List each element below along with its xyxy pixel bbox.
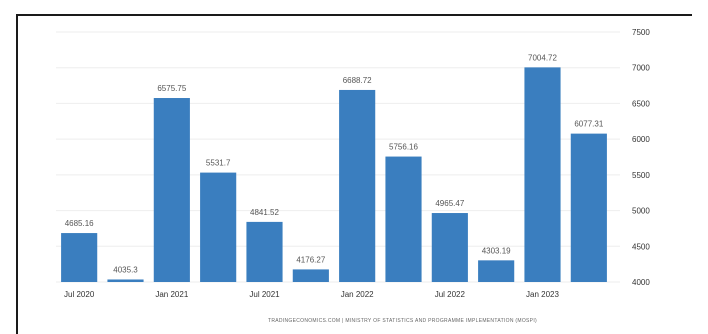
bars (61, 67, 607, 283)
y-tick-label: 5500 (632, 171, 650, 180)
y-tick-label: 4000 (632, 278, 650, 287)
bar (431, 213, 468, 282)
bar-value-label: 6688.72 (343, 76, 372, 85)
x-axis-ticks: Jul 2020 Jan 2021 Jul 2021 Jan 2022 Jul 2022… (64, 290, 559, 299)
x-tick-label: Jan 2022 (341, 290, 374, 299)
y-tick-label: 6500 (632, 99, 650, 108)
source-note: TRADINGECONOMICS.COM | MINISTRY OF STATI… (268, 318, 537, 324)
bar-value-label: 4176.27 (296, 255, 325, 264)
value-labels: 4685.16 4035.3 6575.75 5531.7 4841.52 4176.27… (65, 53, 604, 274)
y-tick-label: 4500 (632, 242, 650, 251)
y-tick-label: 7000 (632, 64, 650, 73)
bar (524, 67, 561, 283)
bar (153, 98, 190, 283)
x-tick-label: Jul 2022 (435, 290, 466, 299)
bar-value-label: 4303.19 (482, 246, 511, 255)
bar (107, 279, 144, 282)
bar-value-label: 4965.47 (435, 199, 464, 208)
y-axis-ticks: 4000 4500 5000 5500 6000 6500 7000 7500 (632, 28, 650, 287)
x-tick-label: Jul 2020 (64, 290, 95, 299)
bar (570, 133, 607, 282)
bar (478, 260, 515, 282)
frame-border-left (16, 14, 18, 334)
bar-value-label: 7004.72 (528, 53, 557, 62)
bar (339, 89, 376, 282)
frame-border-top (16, 14, 692, 16)
bar-value-label: 4035.3 (113, 265, 138, 274)
x-tick-label: Jan 2021 (155, 290, 188, 299)
bar (385, 156, 422, 282)
bar (292, 269, 329, 282)
y-tick-label: 7500 (632, 28, 650, 37)
bar-value-label: 5531.7 (206, 159, 231, 168)
bar (61, 233, 98, 282)
y-tick-label: 6000 (632, 135, 650, 144)
bar-value-label: 5756.16 (389, 143, 418, 152)
bar-value-label: 6575.75 (157, 84, 186, 93)
bar-value-label: 4841.52 (250, 208, 279, 217)
y-tick-label: 5000 (632, 207, 650, 216)
bar (200, 172, 237, 282)
x-tick-label: Jan 2023 (526, 290, 559, 299)
x-tick-label: Jul 2021 (249, 290, 280, 299)
bar-value-label: 6077.31 (574, 120, 603, 129)
bar-value-label: 4685.16 (65, 219, 94, 228)
bar (246, 221, 283, 282)
